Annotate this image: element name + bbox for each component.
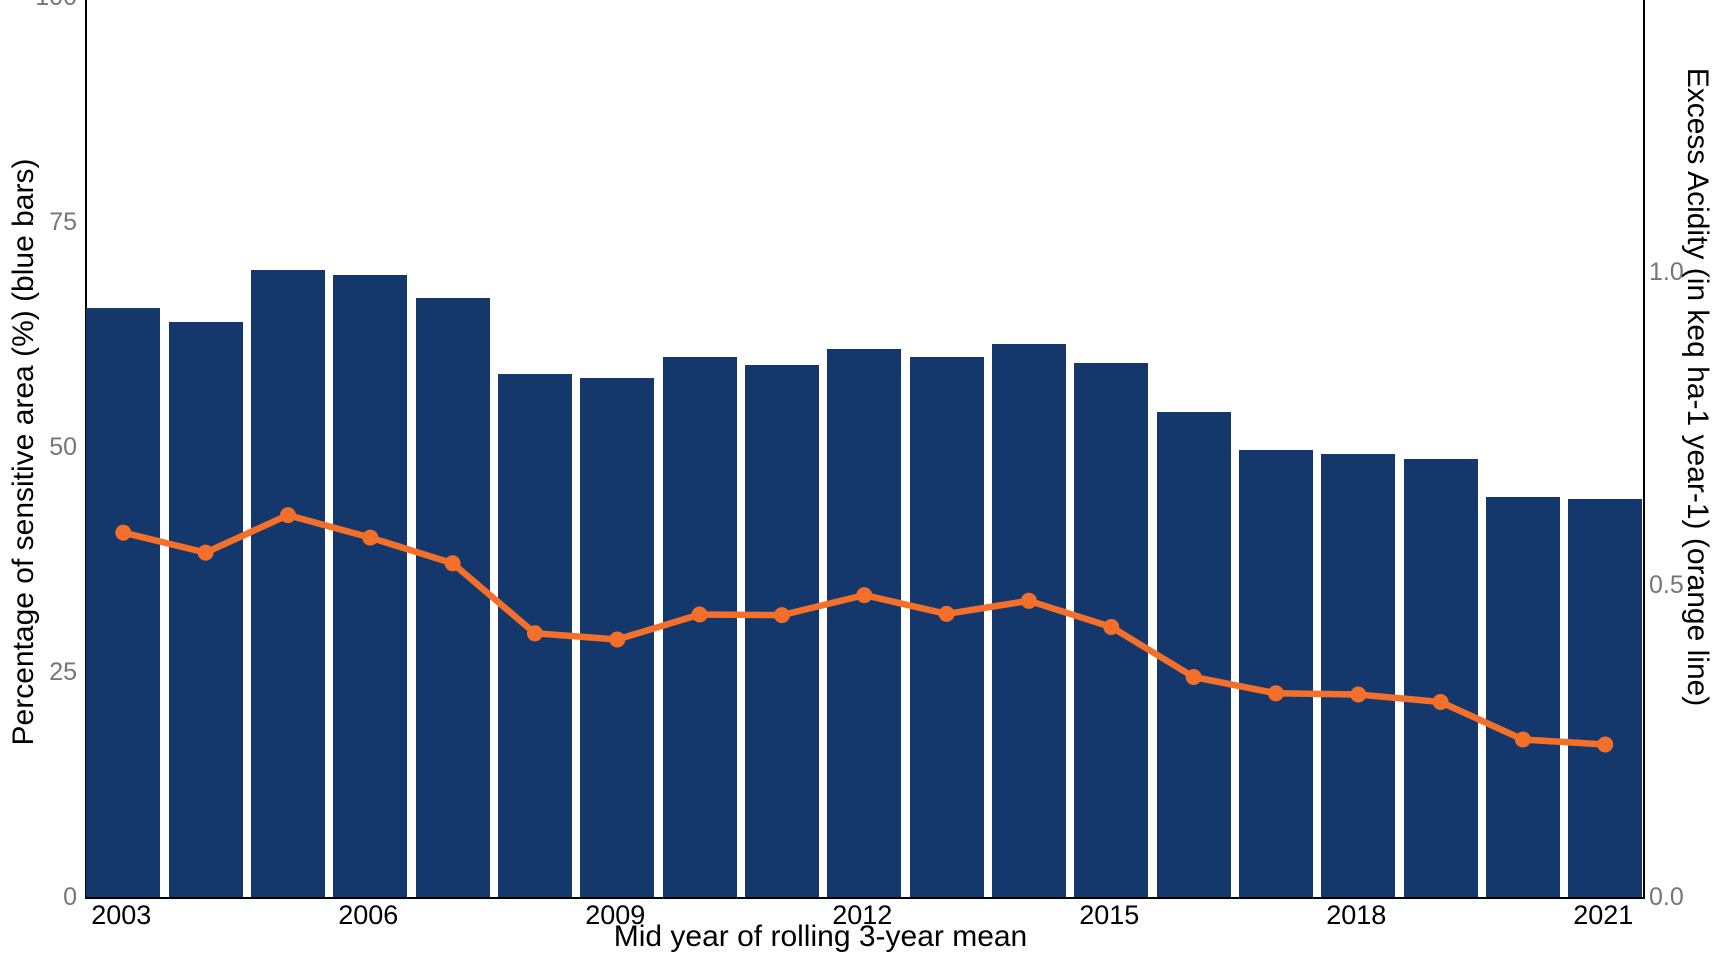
x-tick-2015: 2015: [1079, 900, 1140, 930]
bar-2011: [744, 365, 819, 897]
x-tick-2003: 2003: [91, 900, 152, 930]
bar-2003: [86, 308, 161, 897]
plot-area: [85, 0, 1645, 899]
bar-2021: [1568, 499, 1643, 897]
bar-2019: [1403, 458, 1478, 897]
left-tick-0: 0: [63, 883, 77, 911]
y-axis-title-right: Excess Acidity (in keq ha-1 year-1) (ora…: [1681, 67, 1714, 707]
right-tick-0.0: 0.0: [1649, 883, 1684, 911]
left-tick-25: 25: [49, 658, 77, 686]
left-tick-75: 75: [49, 208, 77, 236]
bar-2004: [168, 321, 243, 897]
bar-2013: [909, 357, 984, 897]
bar-2006: [333, 275, 408, 897]
x-tick-2018: 2018: [1326, 900, 1387, 930]
left-tick-50: 50: [49, 433, 77, 461]
bar-2016: [1156, 411, 1231, 897]
left-tick-100: 100: [7, 0, 77, 12]
bar-2020: [1485, 497, 1560, 897]
bar-2015: [1074, 363, 1149, 897]
bar-2014: [991, 343, 1066, 897]
right-tick-0.5: 0.5: [1649, 570, 1684, 599]
bar-2010: [662, 357, 737, 897]
bar-2009: [580, 377, 655, 897]
bar-2005: [250, 269, 325, 897]
bar-2012: [827, 348, 902, 897]
y-axis-title-left: Percentage of sensitive area (%) (blue b…: [7, 158, 40, 746]
x-tick-2021: 2021: [1573, 900, 1634, 930]
x-tick-2009: 2009: [585, 900, 646, 930]
right-tick-1.0: 1.0: [1649, 258, 1684, 286]
x-tick-2006: 2006: [338, 900, 399, 930]
bar-2008: [497, 374, 572, 897]
bar-2017: [1238, 449, 1313, 897]
x-axis-title: Mid year of rolling 3-year mean: [613, 920, 1028, 953]
x-tick-2012: 2012: [832, 900, 893, 930]
bar-2018: [1321, 454, 1396, 897]
bar-2007: [415, 297, 490, 897]
